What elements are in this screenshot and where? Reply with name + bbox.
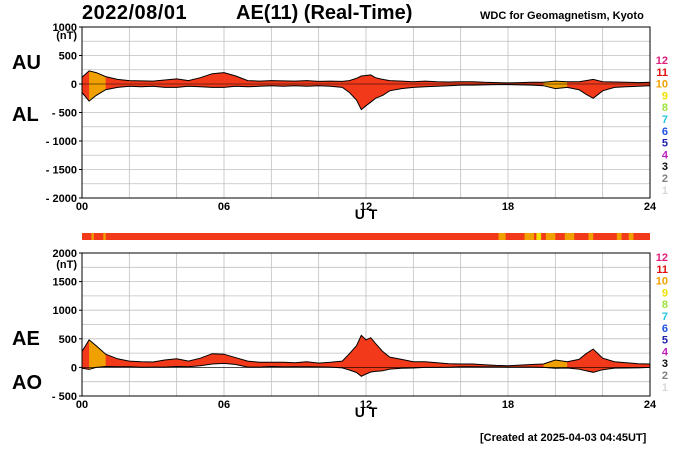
- y-tick-label: - 1000: [46, 136, 77, 148]
- legend-label-9: 9: [662, 287, 668, 299]
- activity-bar: [82, 233, 650, 240]
- legend-label-1: 1: [662, 185, 668, 197]
- created-timestamp: [Created at 2025-04-03 04:45UT]: [480, 432, 647, 444]
- legend-label-4: 4: [662, 149, 669, 161]
- legend-label-7: 7: [662, 311, 668, 323]
- legend-label-10: 10: [656, 276, 668, 288]
- legend-label-8: 8: [662, 102, 668, 114]
- legend-label-2: 2: [662, 370, 668, 382]
- activity-segment: [545, 233, 556, 240]
- y-tick-label: 500: [59, 334, 77, 346]
- x-tick-label: 18: [502, 201, 514, 213]
- activity-segment: [524, 233, 535, 240]
- legend-label-5: 5: [662, 138, 668, 150]
- area-fill: [82, 335, 650, 377]
- ao-label: AO: [12, 372, 42, 394]
- legend-label-12: 12: [656, 55, 668, 67]
- ae-label: AE: [12, 328, 40, 350]
- x-tick-label: 24: [644, 399, 657, 411]
- legend-label-3: 3: [662, 161, 668, 173]
- y-tick-label: - 500: [52, 108, 77, 120]
- activity-segment: [564, 233, 575, 240]
- au-label: AU: [12, 52, 41, 74]
- legend-label-10: 10: [656, 79, 668, 91]
- activity-segment: [498, 233, 506, 240]
- panel-1: [79, 233, 651, 397]
- series-line-ao: [81, 362, 651, 377]
- legend-label-3: 3: [662, 358, 668, 370]
- y-tick-label: - 2000: [46, 193, 77, 205]
- y-tick-label: 1000: [53, 305, 77, 317]
- activity-segment: [616, 233, 622, 240]
- x-tick-label: 06: [218, 201, 230, 213]
- y-tick-label: 0: [71, 79, 77, 91]
- y-tick-label: - 1500: [46, 165, 77, 177]
- x-tick-label: 00: [76, 201, 88, 213]
- legend-label-4: 4: [662, 346, 669, 358]
- legend-label-6: 6: [662, 126, 668, 138]
- chart-date: 2022/08/01: [82, 2, 188, 24]
- x-tick-label: 00: [76, 399, 88, 411]
- y-tick-label: 1000: [53, 22, 77, 34]
- legend-label-2: 2: [662, 173, 668, 185]
- legend-label-1: 1: [662, 382, 668, 394]
- y-tick-label: - 500: [52, 391, 77, 403]
- unit-label: (nT): [56, 30, 77, 42]
- activity-segment: [91, 233, 94, 240]
- activity-segment: [536, 233, 542, 240]
- x-axis-label: U T: [355, 404, 378, 420]
- plot-frame: [81, 252, 651, 397]
- x-tick-label: 18: [502, 399, 514, 411]
- series-line-au: [81, 70, 651, 84]
- x-tick-label: 12: [360, 399, 372, 411]
- x-axis-label: U T: [355, 206, 378, 222]
- y-tick-label: 0: [71, 362, 77, 374]
- legend-label-6: 6: [662, 323, 668, 335]
- al-label: AL: [12, 104, 39, 126]
- legend-label-11: 11: [656, 264, 668, 276]
- x-tick-label: 06: [218, 399, 230, 411]
- x-tick-label: 24: [644, 201, 657, 213]
- y-tick-label: 2000: [53, 248, 77, 260]
- area-tint: [89, 339, 106, 370]
- y-tick-label: 500: [59, 51, 77, 63]
- legend-label-11: 11: [656, 67, 668, 79]
- legend-label-8: 8: [662, 299, 668, 311]
- series-line-ae: [81, 334, 651, 367]
- legend-label-7: 7: [662, 114, 668, 126]
- series-line-al: [81, 84, 651, 111]
- panel-0: [79, 26, 651, 199]
- area-fill: [82, 70, 650, 110]
- organization-label: WDC for Geomagnetism, Kyoto: [480, 10, 644, 22]
- area-tint: [89, 70, 106, 102]
- activity-segment: [103, 233, 106, 240]
- legend-label-5: 5: [662, 335, 668, 347]
- x-tick-label: 12: [360, 201, 372, 213]
- chart-title: AE(11) (Real-Time): [236, 2, 413, 24]
- y-tick-label: 1500: [53, 277, 77, 289]
- activity-segment: [628, 233, 634, 240]
- legend-label-9: 9: [662, 90, 668, 102]
- activity-segment: [588, 233, 594, 240]
- legend-label-12: 12: [656, 252, 668, 264]
- unit-label: (nT): [56, 259, 77, 271]
